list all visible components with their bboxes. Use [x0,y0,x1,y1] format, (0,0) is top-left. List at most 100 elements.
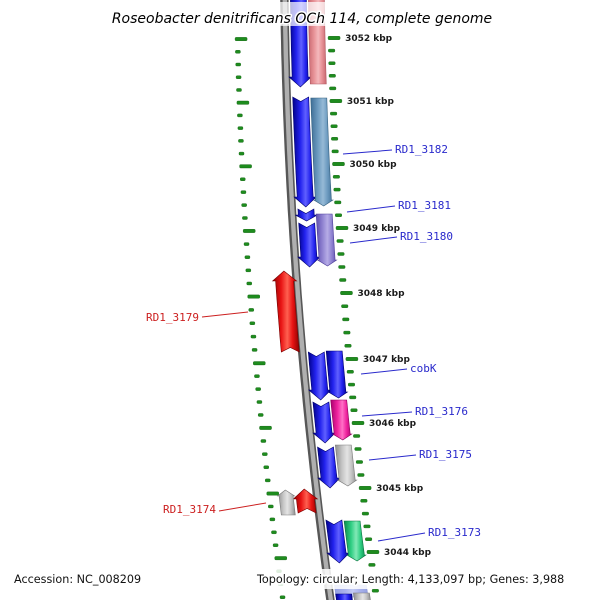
leader-line [349,236,398,244]
minor-tick [241,203,247,207]
major-tick [345,357,359,361]
gene-label-RD1_3175[interactable]: RD1_3175 [419,448,472,461]
minor-tick [238,151,245,156]
major-tick [351,421,365,425]
minor-tick [246,281,252,286]
gene-arrow-unnamed[interactable] [335,593,353,600]
minor-tick [330,111,338,116]
minor-tick [258,413,264,417]
major-tick [327,36,341,40]
major-tick [340,291,353,295]
major-tick [332,162,345,166]
gene-label-RD1_3181[interactable]: RD1_3181 [398,199,451,212]
major-tick [242,229,256,233]
gene-label-RD1_3176[interactable]: RD1_3176 [415,405,468,418]
tick-label: 3052 kbp [345,34,393,44]
title-backing-band [108,2,498,26]
minor-tick [243,242,250,246]
leader-line [361,411,413,417]
accession-text: Accession: NC_008209 [14,573,141,586]
minor-tick [360,499,368,503]
minor-tick [272,543,279,547]
major-tick [329,99,343,103]
minor-tick [237,126,244,130]
backbone-inner-line [282,0,334,600]
minor-tick [349,395,357,400]
minor-tick [331,137,339,141]
minor-tick [238,139,244,143]
minor-tick [368,563,376,567]
minor-tick [245,268,252,273]
major-tick [247,294,260,299]
minor-tick [330,124,338,128]
status-backing-band [0,569,600,589]
gene-label-RD1_3173[interactable]: RD1_3173 [428,526,481,539]
minor-tick [331,149,339,154]
minor-tick [236,88,242,92]
minor-tick [235,75,242,79]
minor-tick [235,62,241,67]
minor-tick [332,175,340,179]
text-backing-bands [0,2,600,589]
minor-tick [235,50,241,54]
minor-tick [262,452,268,456]
minor-tick [361,511,369,516]
minor-tick [350,408,358,412]
figure-title: Roseobacter denitrificans OCh 114, compl… [112,11,492,27]
gene-label-RD1_3174[interactable]: RD1_3174 [163,503,216,516]
gene-arrow-unnamed[interactable] [353,592,371,600]
gene-arrow-RD1_3176[interactable] [330,399,353,441]
minor-tick [335,213,342,217]
gene-arrow-RD1_3174[interactable] [292,488,319,514]
minor-tick [353,434,361,438]
gene-arrow-RD1_3181[interactable] [295,208,319,222]
tick-label: 3046 kbp [369,419,417,429]
gene-arrow-RD1_3179[interactable] [271,270,300,353]
minor-tick [363,524,371,529]
leader-line [218,502,267,512]
major-tick [366,550,380,554]
gene-arrow-RD1_3180[interactable] [297,222,321,268]
gene-arrow-RD1_3174[interactable] [276,489,296,516]
minor-tick [328,61,336,65]
minor-tick [240,177,246,181]
minor-tick [269,517,276,522]
minor-tick [346,370,354,374]
leader-line [360,368,408,375]
minor-tick [244,255,251,259]
minor-tick [265,478,271,483]
minor-tick [355,460,363,464]
tick-label: 3045 kbp [376,484,424,494]
minor-tick [329,86,337,91]
gene-arrow-RD1_3175[interactable] [334,444,358,487]
minor-tick [338,265,346,269]
minor-tick [263,465,269,469]
minor-tick [365,537,373,541]
gene-label-cobK[interactable]: cobK [410,362,437,375]
minor-tick [260,439,267,443]
gene-arrow-RD1_3180[interactable] [315,213,338,267]
leader-line [368,454,417,461]
gene-label-RD1_3179[interactable]: RD1_3179 [146,311,199,324]
major-tick [234,37,248,41]
right-tick-ruler [327,36,380,593]
gene-arrow-RD1_3173[interactable] [343,520,367,562]
minor-tick [240,190,247,194]
genome-stats-text: Topology: circular; Length: 4,133,097 bp… [256,573,564,586]
gene-label-RD1_3182[interactable]: RD1_3182 [395,143,448,156]
minor-tick [255,387,261,391]
gene-arrow-RD1_3182[interactable] [310,97,334,207]
minor-tick [271,530,277,535]
leader-line [201,311,249,318]
major-tick [253,361,266,366]
tick-label: 3049 kbp [353,224,401,234]
minor-tick [343,330,351,335]
minor-tick [256,400,263,404]
gene-label-RD1_3180[interactable]: RD1_3180 [400,230,453,243]
minor-tick [348,382,355,387]
gene-arrow-cobK[interactable] [325,350,349,399]
gene-callouts: RD1_3182 RD1_3181 RD1_3180 cobK RD1_3176 RD1_… [146,143,481,542]
major-tick [259,425,272,430]
major-tick [266,491,279,496]
